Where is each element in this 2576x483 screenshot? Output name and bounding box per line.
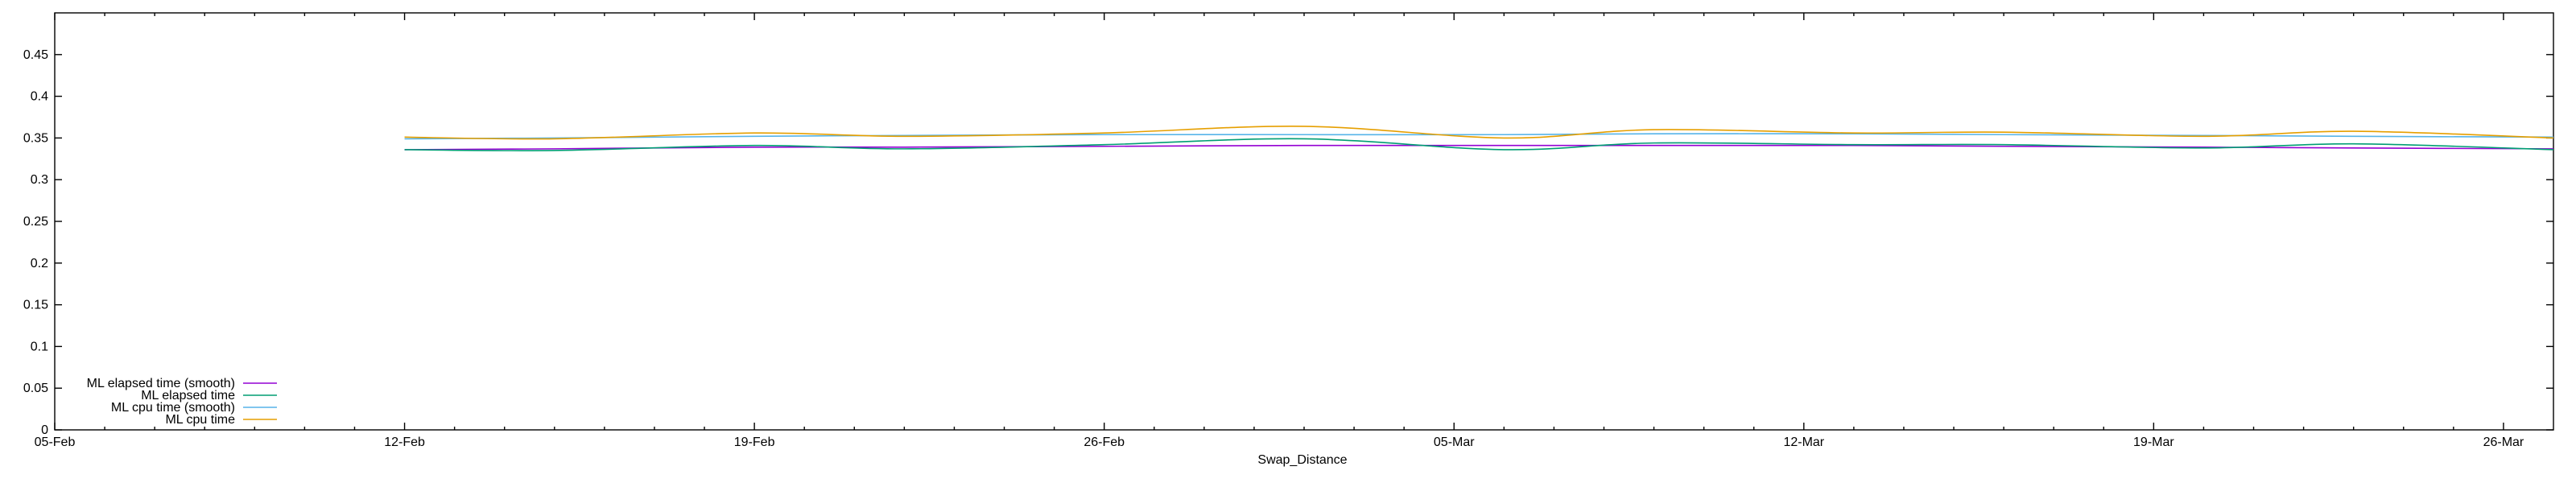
plot-frame-group xyxy=(54,12,2554,431)
y-tick-label: 0.25 xyxy=(23,215,48,229)
legend-label-ml-elapsed-time-smooth: ML elapsed time (smooth) xyxy=(87,377,235,390)
y-tick-label: 0.2 xyxy=(31,257,48,270)
series-line-ml-elapsed-time xyxy=(404,138,2554,151)
y-tick-label: 0.15 xyxy=(23,299,48,312)
x-tick-label: 26-Feb xyxy=(1084,436,1125,449)
y-tick-label: 0.4 xyxy=(31,90,48,104)
legend-label-ml-cpu-time: ML cpu time xyxy=(165,413,235,427)
x-tick-label: 05-Feb xyxy=(35,436,76,449)
x-tick-label: 12-Mar xyxy=(1783,436,1824,449)
series-line-ml-cpu-time xyxy=(404,125,2554,140)
x-tick-label: 05-Mar xyxy=(1434,436,1475,449)
y-tick-label: 0.05 xyxy=(23,382,48,395)
x-tick-label: 26-Mar xyxy=(2483,436,2524,449)
y-tick-label: 0.3 xyxy=(31,173,48,187)
y-tick-label: 0.1 xyxy=(31,340,48,353)
series-line-ml-elapsed-time-smooth xyxy=(404,144,2554,151)
x-tick-label: 12-Feb xyxy=(384,436,425,449)
x-axis-label: Swap_Distance xyxy=(1257,453,1347,467)
plot-frame xyxy=(54,12,2554,431)
series-line-ml-cpu-time-smooth xyxy=(404,133,2554,140)
y-axis: 0 0.05 0.1 0.15 0.2 0.25 0.3 0.35 0.4 0.45 xyxy=(23,48,2553,437)
x-axis: 05-Feb 12-Feb 19-Feb 26-Feb 05-Mar 12-Mar 19-M… xyxy=(35,13,2524,449)
x-tick-label: 19-Mar xyxy=(2133,436,2174,449)
x-tick-label: 19-Feb xyxy=(734,436,775,449)
legend-label-ml-elapsed-time: ML elapsed time xyxy=(141,389,235,402)
y-tick-label: 0 xyxy=(41,423,48,437)
legend: ML elapsed time (smooth)ML elapsed timeM… xyxy=(87,377,277,427)
y-tick-label: 0.35 xyxy=(23,131,48,145)
legend-label-ml-cpu-time-smooth: ML cpu time (smooth) xyxy=(111,401,235,415)
series-lines xyxy=(404,125,2554,151)
y-tick-label: 0.45 xyxy=(23,48,48,62)
